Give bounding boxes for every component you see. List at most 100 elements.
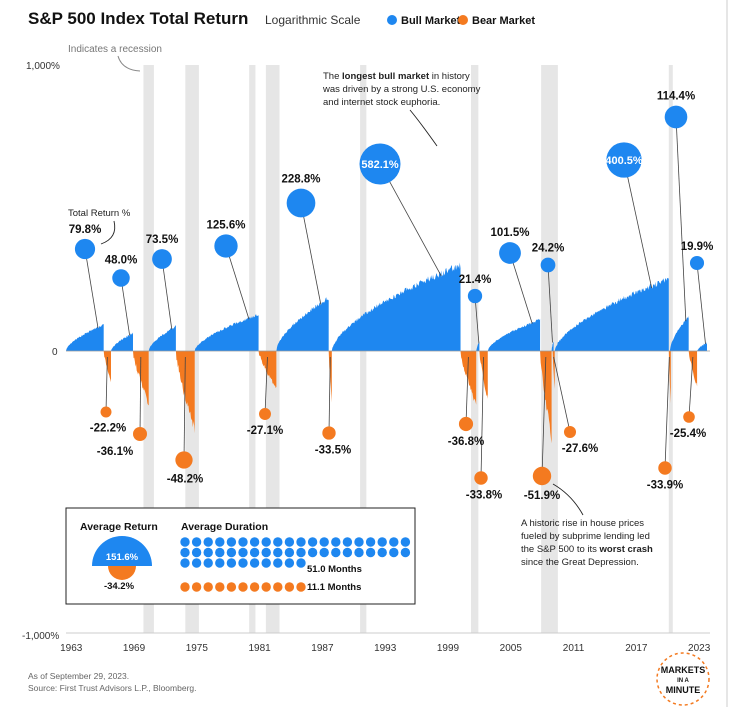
- bull-month-dot: [249, 558, 260, 568]
- bull-return-bubble: [467, 288, 483, 304]
- bull-month-dot: [249, 537, 260, 547]
- bull-market-area: [276, 297, 329, 351]
- bull-leader-line: [696, 262, 706, 344]
- bull-month-dot: [296, 558, 306, 568]
- bear-market-area: [540, 351, 552, 444]
- crash-note-arrow: [552, 483, 584, 516]
- bear-return-label: -27.1%: [247, 425, 283, 437]
- bull-return-label: 73.5%: [146, 234, 179, 246]
- bull-note-arrow: [409, 109, 438, 147]
- bear-duration-label: 11.1 Months: [307, 582, 361, 593]
- bull-month-dot: [307, 537, 318, 547]
- x-tick-label: 1993: [374, 643, 397, 654]
- bull-return-bubble: [74, 238, 96, 260]
- bear-return-bubble: [658, 461, 672, 475]
- y-tick-bottom: -1,000%: [22, 631, 59, 642]
- x-tick-label: 2023: [688, 643, 711, 654]
- bear-month-dot: [215, 582, 225, 592]
- bull-month-dot: [377, 537, 387, 547]
- bear-return-label: -27.6%: [562, 443, 598, 455]
- bull-month-dot: [400, 537, 411, 547]
- avg-bull-return: 151.6%: [106, 552, 139, 563]
- bull-month-dot: [273, 558, 283, 568]
- bull-month-dot: [226, 547, 237, 558]
- bull-month-dot: [365, 537, 376, 547]
- bull-leader-line: [623, 159, 653, 289]
- bear-return-label: -33.9%: [647, 480, 683, 492]
- bull-return-label: 21.4%: [459, 274, 492, 286]
- bear-month-dot: [191, 582, 202, 592]
- bull-return-bubble: [112, 269, 130, 287]
- bear-return-label: -33.5%: [315, 445, 351, 457]
- recession-band: [541, 65, 558, 633]
- duration-dots: [180, 537, 411, 592]
- crash-note-line3: the S&P 500 to its worst crash: [521, 544, 653, 555]
- bull-note-line3: and internet stock euphoria.: [323, 97, 440, 108]
- bull-leader-line: [84, 248, 99, 329]
- logo-line1: MARKETS: [661, 665, 706, 675]
- bull-return-bubble: [359, 143, 401, 185]
- bull-month-dot: [296, 537, 306, 547]
- bull-leader-line: [161, 258, 173, 330]
- bull-month-dot: [319, 547, 329, 558]
- bull-month-dot: [331, 537, 341, 547]
- bull-return-bubble: [664, 105, 688, 129]
- legend-bear-swatch: [458, 15, 468, 25]
- bear-leader-line: [553, 356, 571, 433]
- bear-leader-line: [139, 356, 142, 435]
- bear-return-bubble: [133, 427, 147, 441]
- bull-month-dot: [319, 537, 329, 547]
- bull-return-label: 400.5%: [605, 155, 643, 167]
- bull-month-dot: [284, 547, 295, 558]
- bear-return-label: -36.8%: [448, 436, 484, 448]
- legend-bear-label: Bear Market: [472, 15, 535, 27]
- bull-month-dot: [331, 547, 341, 558]
- bull-month-dot: [365, 547, 376, 558]
- chart-subtitle: Logarithmic Scale: [265, 13, 361, 27]
- bull-month-dot: [215, 547, 225, 558]
- bull-month-dot: [180, 537, 190, 547]
- bull-month-dot: [389, 537, 399, 547]
- bull-month-dot: [273, 547, 283, 558]
- bull-return-bubble: [286, 188, 316, 218]
- avg-bull-half-circle: [92, 536, 152, 566]
- bear-month-dot: [261, 582, 271, 592]
- bear-month-dot: [284, 582, 295, 592]
- bear-return-bubble: [175, 451, 193, 469]
- bull-month-dot: [342, 537, 353, 547]
- bear-return-bubble: [532, 466, 552, 486]
- bull-return-label: 79.8%: [69, 224, 102, 236]
- bear-return-bubble: [259, 408, 271, 420]
- bear-month-dot: [180, 582, 190, 592]
- bull-market-area: [554, 277, 669, 351]
- bull-leader-line: [300, 202, 322, 305]
- bear-leader-line: [105, 356, 108, 413]
- bull-month-dot: [307, 547, 318, 558]
- x-axis: 1963 1969 1975 1981 1987 1993 1999 2005 2011 2017…: [60, 643, 711, 654]
- avg-bear-half-circle: [108, 566, 136, 580]
- x-tick-label: 2017: [625, 643, 648, 654]
- bull-market-area: [669, 315, 689, 351]
- bear-return-bubble: [100, 406, 112, 418]
- avg-bear-return: -34.2%: [104, 581, 135, 592]
- bull-return-label: 24.2%: [532, 243, 565, 255]
- bull-return-bubble: [606, 142, 642, 178]
- bear-market-area: [479, 351, 488, 399]
- crash-note-line2: fueled by subprime lending led: [521, 531, 650, 542]
- bull-month-dot: [191, 547, 202, 558]
- bear-month-dot: [226, 582, 237, 592]
- bull-month-dot: [389, 547, 399, 558]
- bull-month-dot: [191, 537, 202, 547]
- crash-note-line1: A historic rise in house prices: [521, 518, 644, 529]
- recession-note-arrow: [117, 55, 141, 72]
- avg-return-title: Average Return: [80, 521, 158, 533]
- bull-leader-line: [474, 295, 480, 344]
- bull-return-bubble: [499, 242, 521, 264]
- bear-leader-line: [688, 356, 694, 418]
- bull-market-area: [194, 314, 259, 351]
- bull-market-area: [697, 341, 707, 351]
- x-tick-label: 2005: [500, 643, 523, 654]
- bear-market-area: [460, 351, 477, 405]
- bull-return-bubble: [152, 249, 172, 269]
- bull-month-dot: [180, 547, 190, 558]
